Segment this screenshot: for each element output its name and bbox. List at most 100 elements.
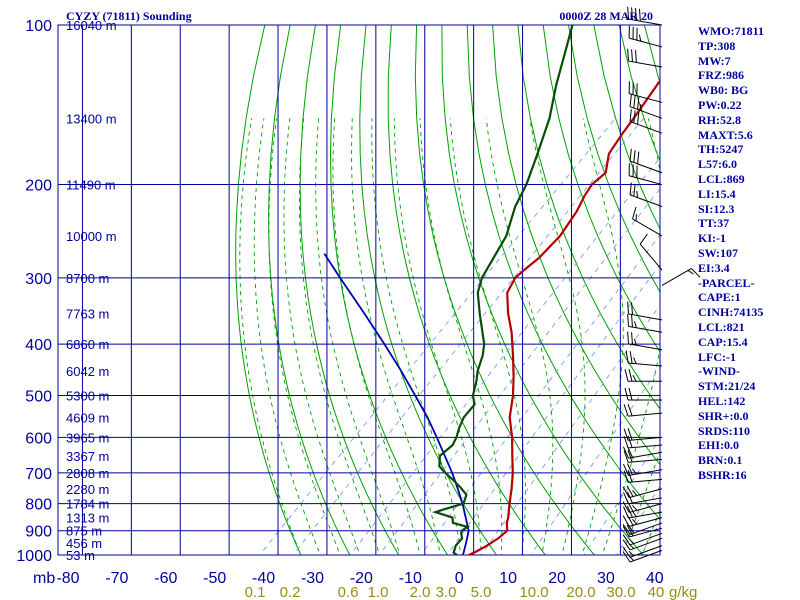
parcel-path-line <box>323 253 470 555</box>
barb-staff <box>629 522 663 536</box>
mixing-ratio-label: 0.6 <box>338 584 359 600</box>
height-label: 11490 m <box>66 178 116 193</box>
barb-flag <box>632 518 638 525</box>
moist-adiabat <box>253 118 321 555</box>
barb-flag <box>626 445 633 458</box>
index-item: KI:-1 <box>698 231 726 246</box>
sounding-indices-panel: WMO:71811 TP:308 MW:7 FRZ:986 WB0: BG PW:0.22… <box>698 24 764 483</box>
barb-flag <box>622 534 631 546</box>
pressure-tick-labels: 100 200 300 400 500 600 700 800 900 1000 <box>16 18 52 565</box>
barb-flag <box>623 446 629 459</box>
index-item: LI:15.4 <box>698 186 736 201</box>
barb-flag <box>632 374 637 382</box>
height-label: 10000 m <box>66 229 117 244</box>
dry-adiabat <box>771 25 800 566</box>
moist-adiabat <box>239 118 302 555</box>
barb-staff <box>629 549 663 563</box>
index-item: SI:12.3 <box>698 201 735 216</box>
barb-flag <box>626 491 633 504</box>
wind-barb <box>623 445 663 459</box>
wind-barb <box>623 450 663 463</box>
height-label: 16040 m <box>66 18 117 33</box>
temperature-tick-labels: -80 -70 -60 -50 -40 -30 -20 -10 0 10 20 30 40 <box>56 570 663 587</box>
wind-barb <box>628 163 663 186</box>
index-item: TH:5247 <box>698 142 744 157</box>
moist-adiabat <box>315 118 401 555</box>
barb-flag <box>628 543 635 549</box>
temperature-tick-label: 10 <box>499 570 517 587</box>
moist-adiabat <box>298 118 381 555</box>
barb-flag <box>633 95 636 109</box>
pressure-tick-label: 300 <box>25 271 52 288</box>
index-item: LCL:869 <box>698 171 745 186</box>
barb-flag <box>623 470 629 483</box>
barb-flag <box>637 111 640 125</box>
barb-flag <box>633 183 636 197</box>
index-item: TT:37 <box>698 216 730 231</box>
barb-staff <box>629 503 663 513</box>
dry-adiabat <box>387 25 547 555</box>
barb-flag <box>638 34 642 42</box>
mixing-ratio-label: 30.0 <box>606 584 635 600</box>
barb-flag <box>626 485 634 497</box>
barb-staff <box>628 343 663 351</box>
barb-flag <box>628 387 633 401</box>
dry-adiabat <box>492 25 660 466</box>
pressure-tick-label: 600 <box>25 430 52 447</box>
height-label: 2808 m <box>66 466 109 481</box>
index-item: CAP:15.4 <box>698 334 748 349</box>
barb-flag <box>623 463 629 476</box>
mixing-ratio-label: 0.2 <box>280 584 301 600</box>
barb-flag <box>624 387 629 401</box>
barb-flag <box>636 190 639 198</box>
height-label: 5300 m <box>66 388 109 403</box>
barb-flag <box>637 97 640 110</box>
temperature-tick-label: -20 <box>350 570 373 587</box>
barb-staff <box>628 313 663 321</box>
mixing-ratio-line <box>292 118 644 555</box>
barb-flag <box>628 550 635 557</box>
barb-flag <box>634 321 637 328</box>
barb-flag <box>627 314 630 327</box>
wind-barb <box>623 463 663 476</box>
barb-flag <box>632 490 638 496</box>
index-item: EI:3.4 <box>698 260 730 275</box>
mixing-ratio-line <box>259 118 616 555</box>
dry-adiabat <box>796 25 800 566</box>
barb-flag <box>623 428 629 441</box>
dry-adiabat <box>359 25 498 555</box>
barb-flag <box>626 522 635 534</box>
temperature-tick-label: -60 <box>154 570 177 587</box>
index-item: -WIND- <box>698 364 740 379</box>
wind-barb <box>623 505 663 519</box>
barb-flag <box>631 314 633 328</box>
mixing-ratio-label: 3.0 <box>436 584 457 600</box>
barb-flag <box>627 470 633 483</box>
temperature-tick-label: -70 <box>105 570 128 587</box>
height-label: 456 m <box>66 536 102 551</box>
dry-adiabat <box>593 25 660 230</box>
barb-flag <box>627 403 633 416</box>
wind-barb <box>623 470 663 483</box>
barb-staff <box>629 537 663 551</box>
pressure-tick-label: 400 <box>25 337 52 354</box>
barb-flag <box>635 50 637 63</box>
barb-flag <box>623 436 629 449</box>
barb-flag <box>628 369 633 382</box>
barb-staff <box>628 469 663 476</box>
barb-flag <box>633 357 637 364</box>
barb-flag <box>626 463 633 476</box>
wind-barb <box>628 25 663 48</box>
wind-barb <box>628 81 663 103</box>
index-item: LFC:-1 <box>698 349 736 364</box>
barb-staff <box>632 218 663 237</box>
pressure-tick-label: 800 <box>25 497 52 514</box>
index-item: HEL:142 <box>698 393 746 408</box>
wind-barb <box>639 233 663 271</box>
pressure-tick-label: 200 <box>25 178 52 195</box>
wind-barb <box>622 549 663 563</box>
barb-flag <box>624 369 629 382</box>
barb-flag <box>629 182 632 195</box>
wind-barb <box>622 537 663 551</box>
